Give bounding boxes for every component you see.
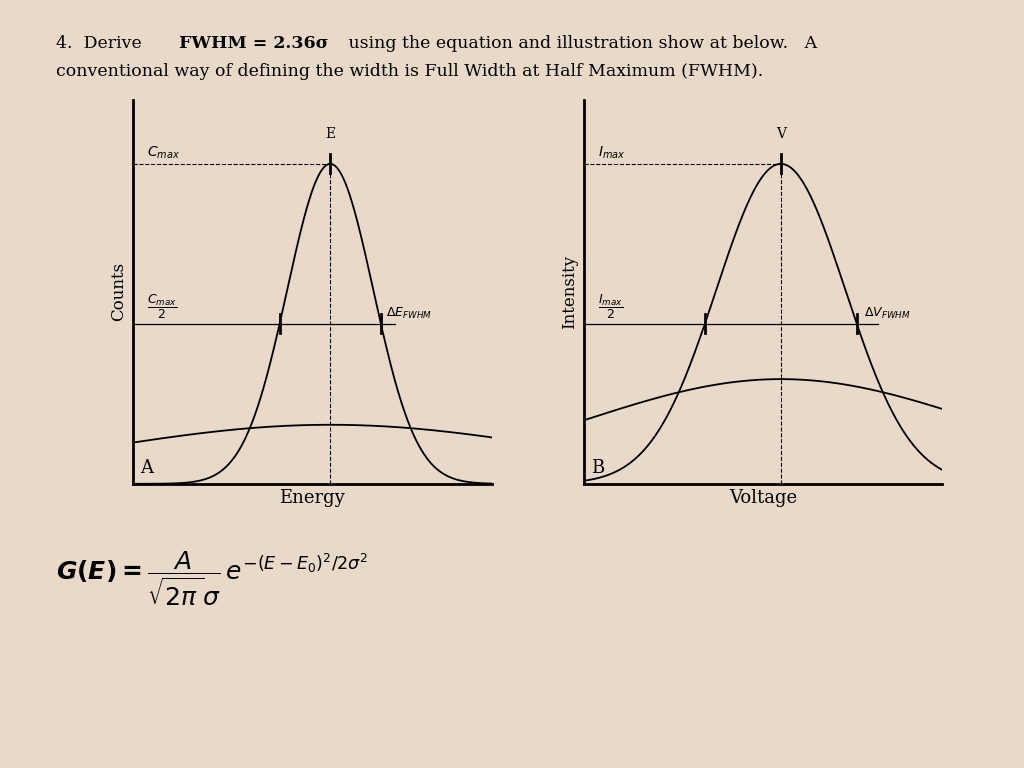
Text: FWHM = 2.36σ: FWHM = 2.36σ	[179, 35, 329, 51]
Text: using the equation and illustration show at below.   A: using the equation and illustration show…	[343, 35, 817, 51]
Text: $\dfrac{I_{max}}{2}$: $\dfrac{I_{max}}{2}$	[598, 293, 624, 321]
Text: B: B	[591, 459, 604, 478]
Y-axis label: Intensity: Intensity	[561, 255, 579, 329]
Text: E: E	[326, 127, 335, 141]
Text: 4.  Derive: 4. Derive	[56, 35, 147, 51]
Y-axis label: Counts: Counts	[111, 263, 128, 321]
Text: A: A	[140, 459, 154, 478]
Text: $\Delta E_{FWHM}$: $\Delta E_{FWHM}$	[386, 306, 432, 321]
X-axis label: Voltage: Voltage	[729, 489, 797, 508]
Text: $\dfrac{C_{max}}{2}$: $\dfrac{C_{max}}{2}$	[147, 293, 177, 321]
Text: $I_{max}$: $I_{max}$	[598, 144, 626, 161]
Text: $\Delta V_{FWHM}$: $\Delta V_{FWHM}$	[864, 306, 910, 321]
Text: V: V	[776, 127, 785, 141]
Text: conventional way of defining the width is Full Width at Half Maximum (FWHM).: conventional way of defining the width i…	[56, 63, 764, 80]
Text: $C_{max}$: $C_{max}$	[147, 144, 180, 161]
Text: $\boldsymbol{G(E) = \dfrac{A}{\sqrt{2\pi\,}\sigma}\,e^{-(E-E_0)^2/2\sigma^2}}$: $\boldsymbol{G(E) = \dfrac{A}{\sqrt{2\pi…	[56, 549, 369, 607]
X-axis label: Energy: Energy	[280, 489, 345, 508]
